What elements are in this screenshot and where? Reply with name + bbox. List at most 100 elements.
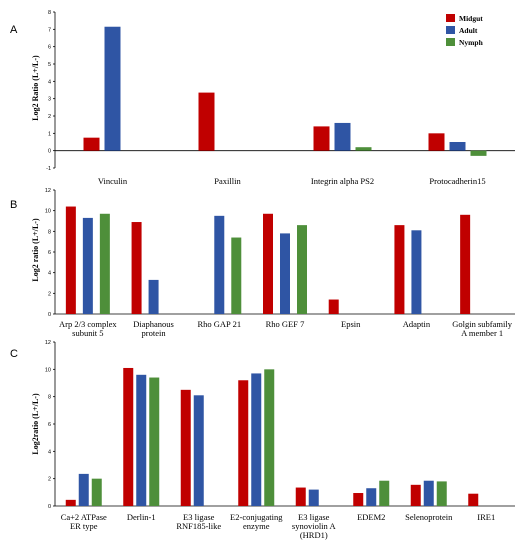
x-category-label: Derlin-1 [127, 512, 156, 522]
x-category-label-line: subunit 5 [72, 328, 103, 338]
y-tick-label: 12 [45, 188, 51, 194]
bar-midgut-3 [428, 133, 445, 151]
x-category-label-line: Paxillin [214, 176, 241, 186]
bar-midgut-0 [65, 206, 76, 314]
x-category-label-line: Golgin subfamily [452, 319, 512, 329]
y-tick-label: 3 [48, 97, 51, 103]
y-tick-label: 7 [48, 27, 51, 33]
bar-midgut-4 [328, 299, 339, 314]
bar-nymph-2 [231, 237, 242, 314]
bar-midgut-7 [468, 493, 479, 506]
x-category-label: EDEM2 [357, 512, 385, 522]
x-category-label-line: Protocadherin15 [429, 176, 485, 186]
bar-midgut-2 [313, 126, 330, 151]
panel-letter-a: A [10, 24, 18, 36]
y-tick-label: 8 [48, 229, 51, 235]
x-category-label-line: Integrin alpha PS2 [311, 176, 374, 186]
y-tick-label: 6 [48, 250, 51, 256]
y-tick-label: 5 [48, 62, 51, 68]
y-tick-label: 8 [48, 10, 51, 16]
x-category-label-line: Adaptin [403, 319, 431, 329]
legend-label-adult: Adult [459, 26, 478, 35]
bar-adult-3 [449, 142, 466, 151]
panel-letter-b: B [10, 199, 17, 211]
bar-adult-5 [366, 488, 377, 506]
bar-nymph-3 [470, 150, 487, 156]
bar-nymph-1 [149, 377, 160, 506]
x-category-label-line: IRE1 [477, 512, 495, 522]
y-axis-label-c: Log2ratio (L+/L-) [31, 393, 40, 455]
legend-label-nymph: Nymph [459, 38, 484, 47]
x-category-label-line: Epsin [341, 319, 361, 329]
y-tick-label: 4 [48, 79, 51, 85]
x-category-label: Adaptin [403, 319, 431, 329]
y-tick-label: 0 [48, 312, 51, 318]
bar-adult-2 [334, 122, 351, 151]
bar-adult-1 [136, 374, 147, 506]
bar-nymph-6 [436, 481, 447, 506]
y-tick-label: 10 [45, 209, 51, 215]
bar-adult-2 [193, 395, 204, 506]
bar-adult-5 [411, 230, 422, 314]
bar-midgut-3 [238, 380, 249, 506]
legend-label-midgut: Midgut [459, 14, 483, 23]
x-category-label: Rho GAP 21 [197, 319, 241, 329]
bar-midgut-1 [198, 92, 215, 151]
bar-midgut-5 [353, 493, 364, 506]
bar-nymph-3 [264, 369, 275, 506]
x-category-label-line: E3 ligase [298, 512, 330, 522]
bar-adult-2 [214, 215, 225, 314]
bar-midgut-1 [123, 367, 134, 506]
x-category-label-line: Arp 2/3 complex [59, 319, 117, 329]
x-category-label-line: Diaphanous [133, 319, 174, 329]
x-category-label: Diaphanous protein [133, 319, 174, 338]
x-category-label: Vinculin [98, 176, 128, 186]
legend-swatch-nymph [446, 38, 455, 46]
bar-adult-1 [148, 279, 159, 314]
x-category-label: Protocadherin15 [429, 176, 485, 186]
bar-midgut-0 [65, 499, 76, 506]
legend-swatch-adult [446, 26, 455, 34]
x-category-label-line: enzyme [243, 521, 270, 531]
x-category-label: IRE1 [477, 512, 495, 522]
y-axis-label-a: Log2 Ratio (L+/L-) [31, 55, 40, 121]
y-axis-label-b: Log2 ratio (L+/L-) [31, 218, 40, 282]
x-category-label-line: (HRD1) [300, 530, 328, 540]
x-category-label: Epsin [341, 319, 361, 329]
legend: Midgut Adult Nymph [446, 14, 484, 47]
bar-nymph-0 [99, 213, 110, 314]
y-tick-label: 4 [48, 271, 51, 277]
x-category-label: E3 ligase RNF185-like [176, 512, 221, 531]
y-tick-label: 2 [48, 291, 51, 297]
panel-a: A Log2 Ratio (L+/L-) -1 0 1 2 3 4 5 6 7 8 Vinculin… [10, 10, 515, 186]
x-category-label-line: Selenoprotein [405, 512, 453, 522]
bar-nymph-2 [355, 147, 372, 151]
bar-adult-0 [104, 26, 121, 151]
x-category-label-line: E2-conjugating [230, 512, 283, 522]
y-tick-label: 0 [48, 504, 51, 510]
bar-adult-4 [308, 489, 319, 506]
bar-midgut-6 [410, 484, 421, 506]
x-category-label: Selenoprotein [405, 512, 453, 522]
bar-midgut-6 [460, 214, 471, 314]
bar-midgut-3 [263, 213, 273, 314]
x-category-label-line: Vinculin [98, 176, 128, 186]
y-tick-label: -1 [46, 166, 51, 172]
y-tick-label: 12 [45, 340, 51, 346]
bar-midgut-5 [394, 225, 405, 314]
bar-midgut-1 [131, 222, 142, 314]
bar-adult-3 [251, 373, 262, 506]
x-category-label-line: Ca+2 ATPase [61, 512, 107, 522]
x-category-label-line: protein [142, 328, 167, 338]
y-tick-label: 2 [48, 114, 51, 120]
x-category-label-line: Derlin-1 [127, 512, 156, 522]
x-category-label-line: EDEM2 [357, 512, 385, 522]
x-category-label-line: Rho GEF 7 [266, 319, 305, 329]
x-category-label-line: A member 1 [461, 328, 503, 338]
x-category-label-line: Rho GAP 21 [197, 319, 241, 329]
y-tick-label: 6 [48, 45, 51, 51]
bar-nymph-5 [379, 480, 390, 506]
x-category-label: E3 ligase synoviolin A (HRD1) [292, 512, 337, 540]
y-tick-label: 4 [48, 449, 51, 455]
